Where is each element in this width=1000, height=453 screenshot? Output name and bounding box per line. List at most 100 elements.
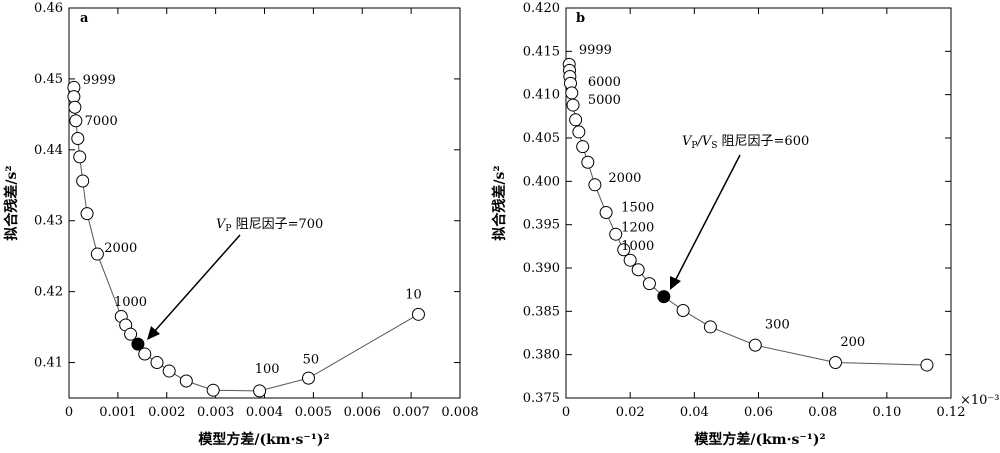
b-data-point: [588, 178, 602, 192]
b-data-point: [609, 227, 623, 241]
b-ytick-label: 0.375: [523, 391, 560, 406]
b-ytick-label: 0.410: [523, 88, 560, 103]
a-data-point: [90, 247, 104, 261]
b-data-point: [748, 338, 762, 352]
a-point-label: 100: [255, 362, 280, 377]
a-ytick-label: 0.44: [34, 143, 63, 158]
a-point-label: 50: [303, 352, 320, 367]
b-data-point: [566, 98, 580, 112]
b-xtick-label: 0.06: [744, 405, 773, 420]
a-data-point: [69, 114, 83, 128]
b-data-point: [565, 86, 579, 100]
a-ytick-label: 0.43: [34, 214, 63, 229]
b-xtick-label: 0.02: [616, 405, 645, 420]
panel-b-xlabel: 模型方差/(km·s⁻¹)²: [694, 431, 825, 448]
b-data-point: [576, 140, 590, 154]
b-ytick-label: 0.390: [523, 261, 560, 276]
a-data-point: [71, 131, 85, 145]
b-xtick-label: 0.12: [937, 405, 966, 420]
b-xtick-label: 0.08: [808, 405, 837, 420]
b-ytick-label: 0.395: [523, 218, 560, 233]
panel-a-annotation-text: VP 阻尼因子=700: [216, 217, 323, 234]
b-ytick-label: 0.400: [523, 174, 560, 189]
b-point-label: 5000: [588, 93, 621, 108]
b-data-point: [676, 303, 690, 317]
b-data-point: [617, 243, 631, 257]
panel-a-annotation-arrow: [152, 234, 241, 334]
b-xtick-label: 0.10: [872, 405, 901, 420]
b-data-point: [623, 253, 637, 267]
a-point-label: 2000: [104, 241, 137, 256]
b-ytick-label: 0.380: [523, 348, 560, 363]
a-point-label: 1000: [114, 295, 147, 310]
a-xtick-label: 0.003: [197, 405, 234, 420]
a-xtick-label: 0.005: [295, 405, 332, 420]
a-data-point: [68, 100, 82, 114]
panel-b-annotation-arrow: [674, 154, 741, 282]
a-xtick-label: 0.001: [99, 405, 136, 420]
b-data-point: [631, 263, 645, 277]
panel-b-annotation: VP/VS 阻尼因子=600: [670, 134, 809, 290]
a-data-point: [150, 356, 164, 370]
b-point-label: 300: [765, 318, 790, 333]
b-data-point: [642, 277, 656, 291]
b-point-label: 2000: [608, 171, 641, 186]
b-data-point: [599, 206, 613, 220]
b-data-point: [569, 113, 583, 127]
b-data-point: [581, 155, 595, 169]
a-data-point: [301, 371, 315, 385]
panel-b-annotation-text: VP/VS 阻尼因子=600: [682, 134, 809, 151]
a-series-line: [73, 87, 419, 392]
a-point-label: 9999: [83, 73, 116, 88]
b-xtick-label: 0.04: [680, 405, 709, 420]
b-ytick-label: 0.405: [523, 131, 560, 146]
a-xtick-label: 0.004: [246, 405, 283, 420]
panel-b-arrowhead: [670, 276, 681, 290]
a-data-point: [80, 207, 94, 221]
panel-a-xlabel: 模型方差/(km·s⁻¹)²: [198, 431, 329, 448]
b-ytick-label: 0.420: [523, 1, 560, 16]
b-data-point: [703, 320, 717, 334]
panel-a: a 模型方差/(km·s⁻¹)² 拟合残差/s² 0 0.001 0.002 0.00…: [3, 1, 479, 448]
panel-a-arrowhead: [147, 326, 160, 340]
a-xtick-label: 0.006: [344, 405, 381, 420]
a-point-label: 7000: [85, 114, 118, 129]
a-ytick-label: 0.42: [34, 285, 63, 300]
a-xtick-label: 0.008: [441, 405, 478, 420]
panel-a-label: a: [80, 11, 89, 26]
a-xtick-label: 0.007: [393, 405, 430, 420]
a-ytick-label: 0.46: [34, 1, 63, 16]
a-data-point: [162, 364, 176, 378]
a-data-point: [138, 347, 152, 361]
b-point-label: 1500: [621, 201, 654, 216]
a-data-point: [67, 90, 81, 104]
b-xtick-label: 0: [562, 405, 570, 420]
b-point-label: 1000: [621, 239, 654, 254]
a-data-point: [124, 327, 138, 341]
a-ytick-label: 0.41: [34, 356, 63, 371]
a-xtick-label: 0.002: [148, 405, 185, 420]
a-data-point: [206, 383, 220, 397]
a-ytick-label: 0.45: [34, 72, 63, 87]
panel-b-ylabel: 拟合残差/s²: [491, 165, 508, 240]
a-data-point: [76, 174, 90, 188]
a-highlight-point: [131, 337, 145, 351]
a-data-point: [73, 150, 87, 164]
b-point-label: 1200: [621, 221, 654, 236]
panel-b: b 模型方差/(km·s⁻¹)² 拟合残差/s² ×10⁻³ 0 0.02 0.04…: [491, 1, 1000, 448]
b-data-point: [920, 358, 934, 372]
panel-b-label: b: [576, 11, 585, 26]
a-data-point: [411, 307, 425, 321]
b-ytick-label: 0.385: [523, 304, 560, 319]
a-data-point: [179, 374, 193, 388]
b-highlight-point: [657, 290, 671, 304]
b-point-label: 9999: [579, 43, 612, 58]
panel-a-ylabel: 拟合残差/s²: [3, 165, 20, 240]
a-data-point: [253, 384, 267, 398]
b-data-point: [572, 125, 586, 139]
b-ytick-label: 0.415: [523, 44, 560, 59]
a-xtick-label: 0: [65, 405, 73, 420]
b-data-point: [829, 355, 842, 369]
b-point-label: 200: [840, 335, 865, 350]
